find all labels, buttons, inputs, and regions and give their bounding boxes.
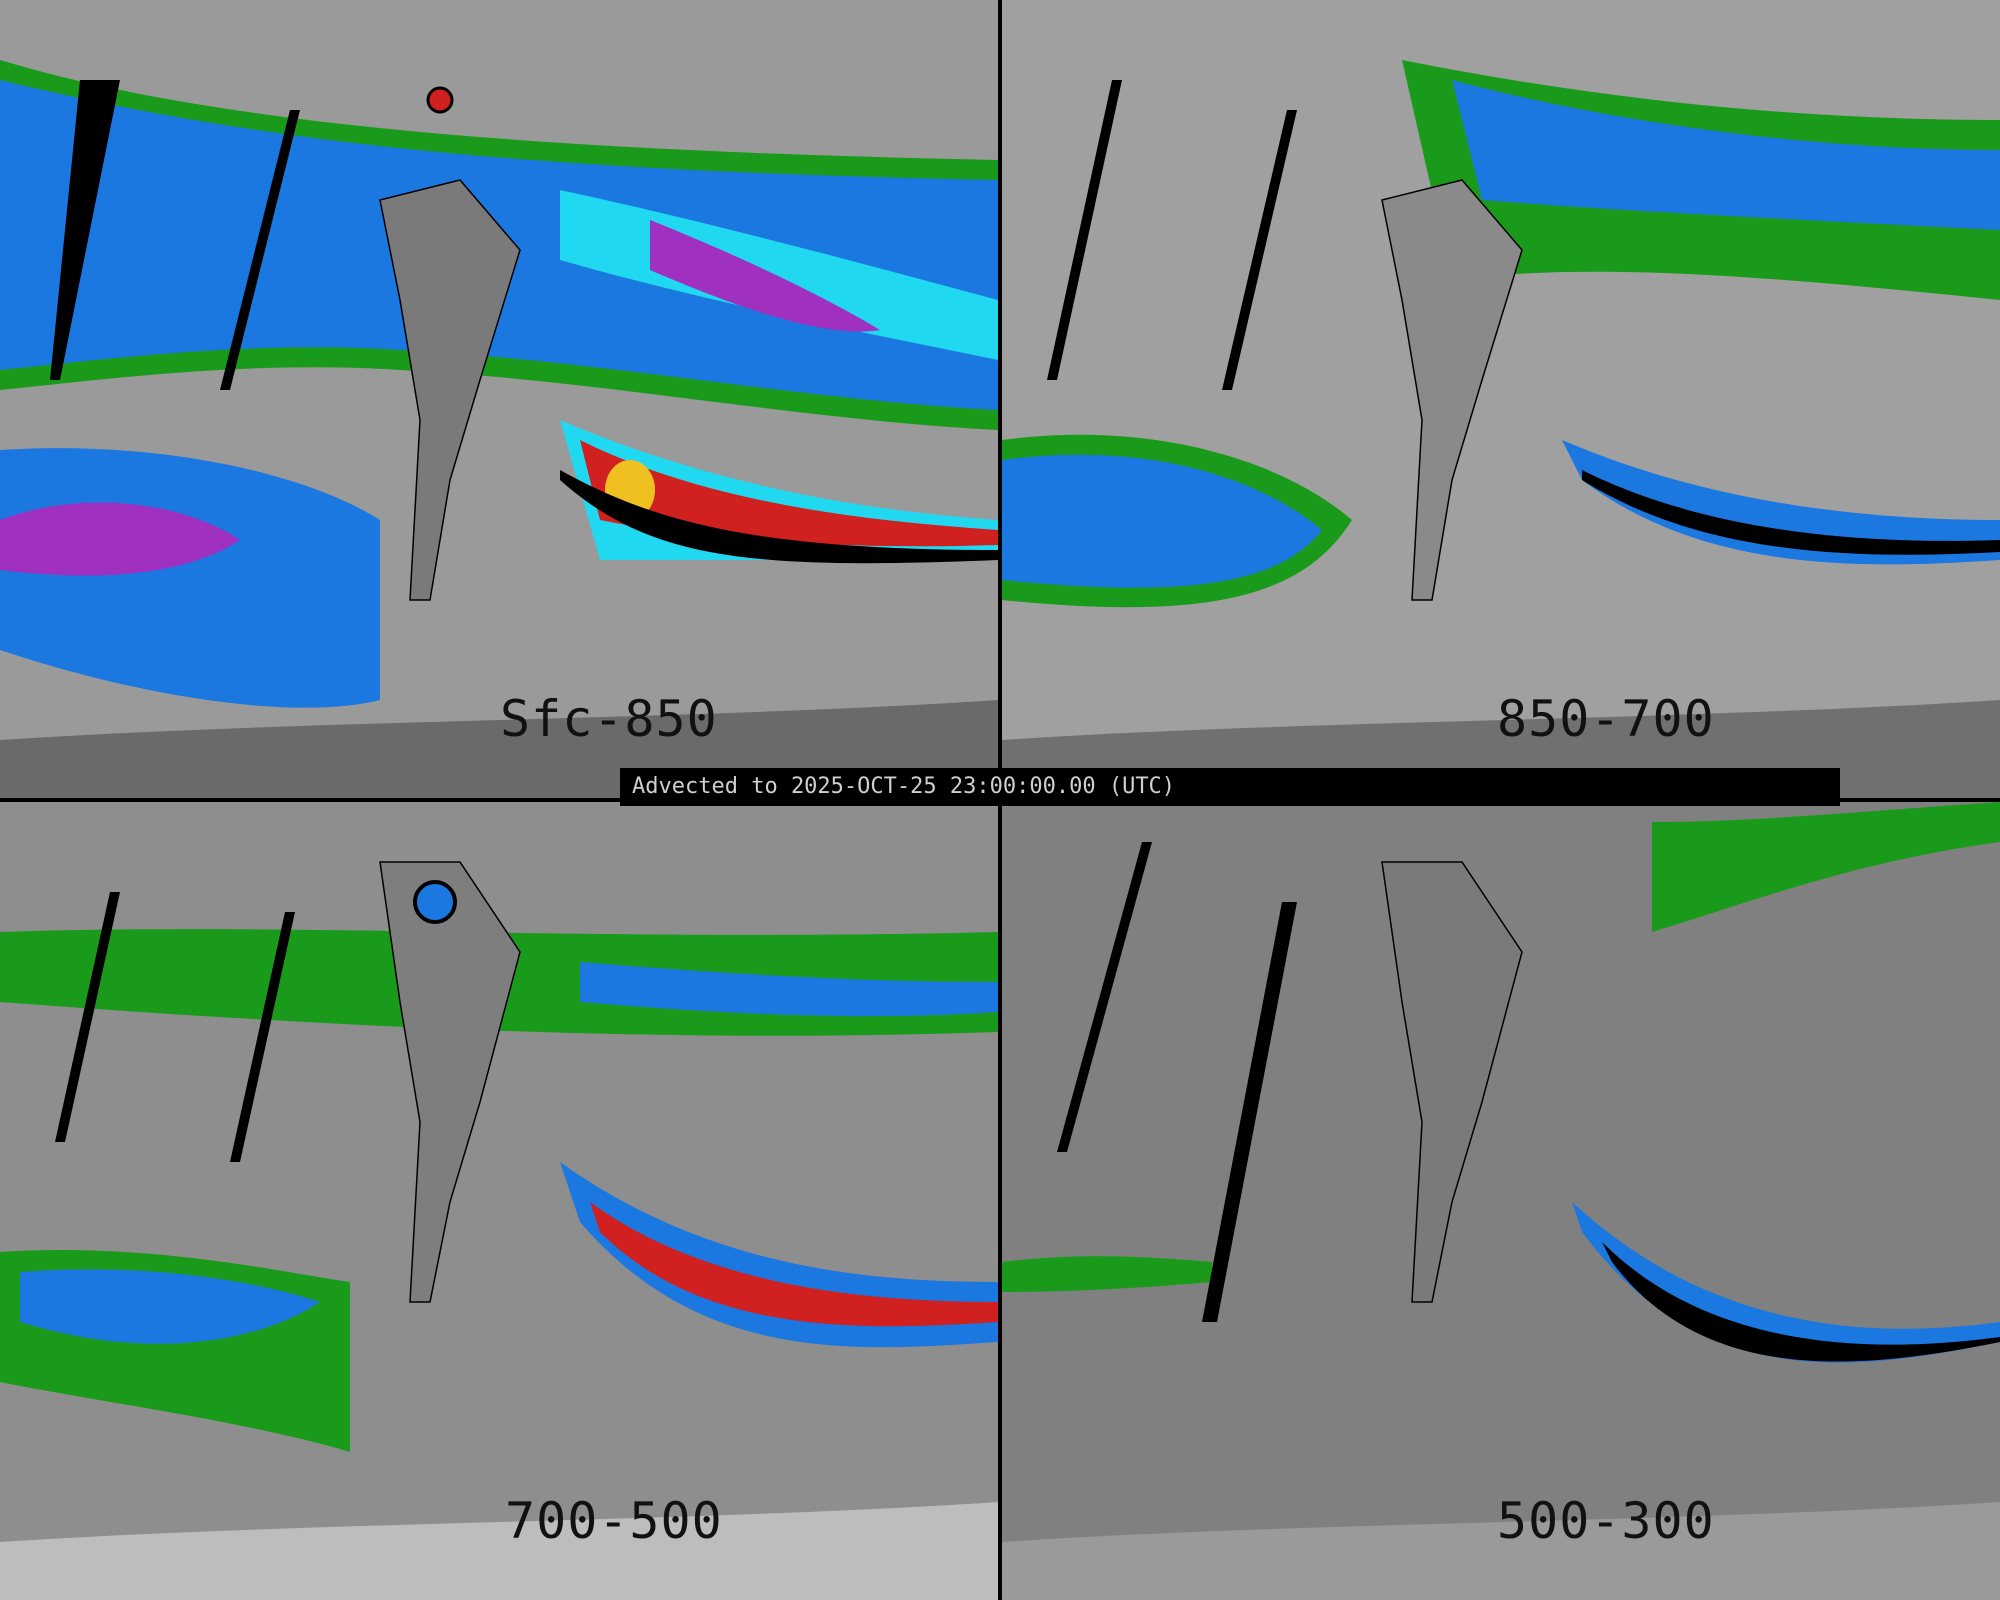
panel-label: 850-700 xyxy=(1497,690,1715,748)
panel-label: 500-300 xyxy=(1497,1492,1715,1550)
panel-label: 700-500 xyxy=(505,1492,723,1550)
advection-time-banner: Advected to 2025-OCT-25 23:00:00.00 (UTC… xyxy=(620,768,1840,806)
map-panel-500-300: 500-300 xyxy=(1002,802,2000,1600)
map-panel-sfc-850: Sfc-850 xyxy=(0,0,998,798)
map-panel-700-500: 700-500 xyxy=(0,802,998,1600)
layer-map xyxy=(1002,802,2000,1600)
layer-map xyxy=(0,0,998,798)
map-panel-850-700: 850-700 xyxy=(1002,0,2000,798)
panel-label: Sfc-850 xyxy=(500,690,718,748)
layer-map xyxy=(1002,0,2000,798)
layer-map xyxy=(0,802,998,1600)
